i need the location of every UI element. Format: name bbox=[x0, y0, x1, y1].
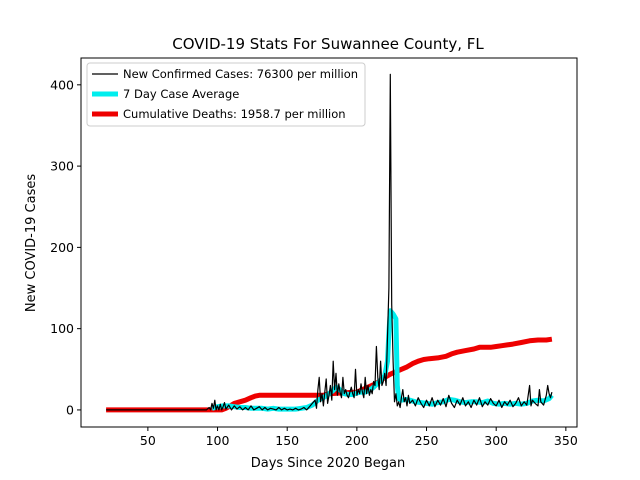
x-tick-label: 200 bbox=[345, 433, 369, 448]
series-layer bbox=[106, 73, 554, 413]
y-axis-label: New COVID-19 Cases bbox=[24, 174, 39, 312]
y-tick-label: 400 bbox=[50, 77, 74, 92]
y-tick-label: 300 bbox=[50, 159, 74, 174]
series-line-0 bbox=[106, 73, 553, 411]
x-axis: 50 100 150 200 250 300 350 bbox=[140, 427, 578, 448]
x-tick-label: 250 bbox=[415, 433, 439, 448]
chart-title: COVID-19 Stats For Suwannee County, FL bbox=[172, 35, 484, 53]
y-tick-label: 200 bbox=[50, 240, 74, 255]
plot-frame bbox=[80, 57, 578, 428]
legend-box bbox=[86, 62, 366, 127]
series-line-2 bbox=[106, 336, 553, 413]
x-tick-label: 150 bbox=[275, 433, 299, 448]
x-tick-label: 50 bbox=[140, 433, 156, 448]
legend-label-0: New Confirmed Cases: 76300 per million bbox=[123, 67, 358, 81]
legend: New Confirmed Cases: 76300 per million 7 … bbox=[86, 62, 366, 127]
x-tick-label: 350 bbox=[554, 433, 578, 448]
x-axis-label: Days Since 2020 Began bbox=[251, 456, 406, 471]
y-axis: 0 100 200 300 400 bbox=[50, 77, 81, 417]
legend-label-2: Cumulative Deaths: 1958.7 per million bbox=[123, 107, 346, 121]
y-tick-label: 100 bbox=[50, 321, 74, 336]
x-tick-label: 300 bbox=[484, 433, 508, 448]
legend-label-1: 7 Day Case Average bbox=[123, 87, 239, 101]
x-tick-label: 100 bbox=[206, 433, 230, 448]
y-tick-label: 0 bbox=[66, 402, 74, 417]
